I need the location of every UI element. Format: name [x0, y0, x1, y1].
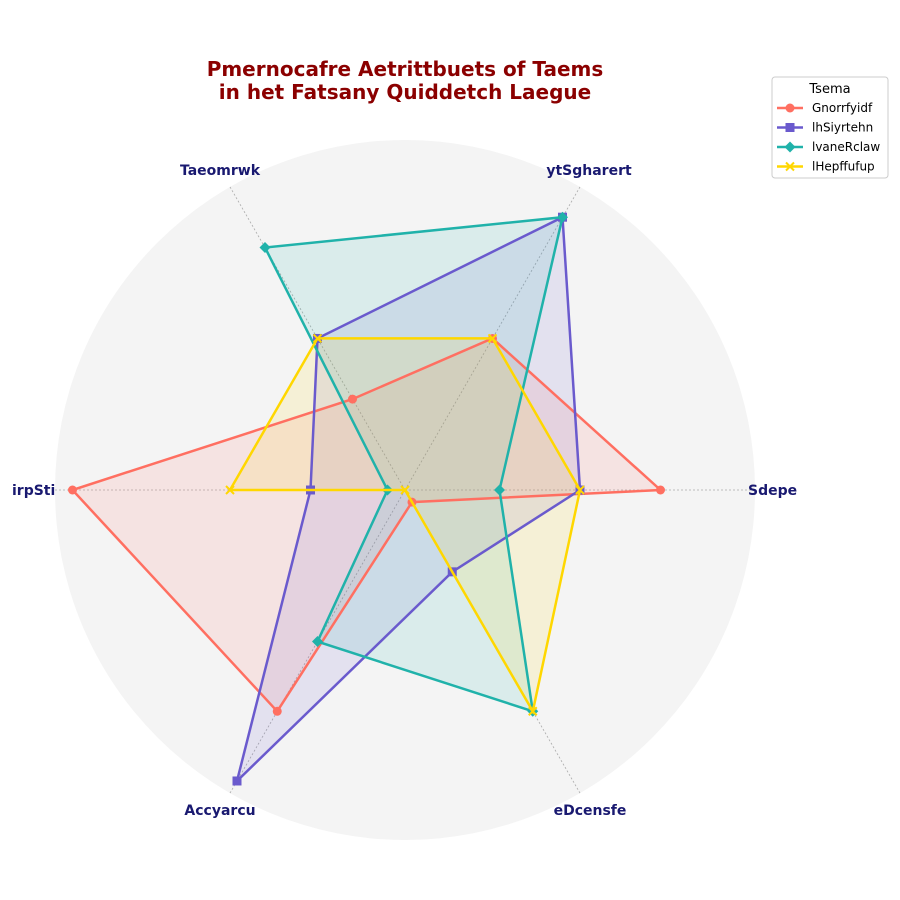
series-point-lHepffufup-irpSti: [225, 485, 235, 495]
legend-label-lhSiyrtehn: lhSiyrtehn: [812, 121, 873, 135]
legend-marker-lHepffufup: [785, 161, 795, 172]
legend-item-lHepffufup: lHepffufup: [777, 160, 875, 174]
series-point-lHepffufup-ytSgharert: [487, 333, 498, 344]
legend-item-Gnorrfyidf: Gnorrfyidf: [777, 101, 873, 115]
legend-box: [771, 76, 889, 179]
axis-label-Sdepe: Sdepe: [748, 483, 797, 499]
legend-marker-lvaneRclaw: [784, 141, 796, 153]
legend: Tsema Gnorrfyidf lhSiyrtehn lvaneRclaw lHep…: [771, 76, 889, 179]
series-point-lvaneRclaw-ytSgharert: [557, 211, 568, 223]
series-point-lHepffufup-Taeomrwk: [312, 333, 323, 344]
series-point-lHepffufup-Accyarcu: [400, 485, 410, 495]
series-layer: [68, 211, 665, 786]
legend-marker-Gnorrfyidf: [785, 103, 795, 113]
legend-items: Gnorrfyidf lhSiyrtehn lvaneRclaw lHepffufup: [777, 101, 880, 174]
legend-label-lHepffufup: lHepffufup: [812, 160, 875, 174]
legend-item-lvaneRclaw: lvaneRclaw: [777, 140, 880, 154]
chart-title-line-2: in het Fatsany Quiddetch Laegue: [219, 80, 591, 104]
series-point-Gnorrfyidf-Taeomrwk: [348, 394, 357, 404]
series-point-Gnorrfyidf-Accyarcu: [272, 706, 282, 716]
series-point-Gnorrfyidf-Sdepe: [656, 485, 665, 495]
axis-label-eDcensfe: eDcensfe: [554, 803, 627, 819]
axis-label-irpSti: irpSti: [12, 483, 55, 499]
axis-label-layer: Sdepe ytSgharert Taeomrwk irpSti Accyarcu eDc…: [12, 163, 797, 819]
axis-label-ytSgharert: ytSgharert: [546, 163, 632, 179]
chart-title-line-1: Pmernocafre Aetrittbuets of Taems: [207, 57, 604, 81]
series-point-lvaneRclaw-Accyarcu: [312, 636, 323, 648]
axis-label-Taeomrwk: Taeomrwk: [180, 163, 261, 179]
series-fill-lHepffufup: [230, 338, 580, 712]
series-point-lvaneRclaw-Taeomrwk: [259, 242, 271, 254]
series-point-lHepffufup-eDcensfe: [528, 706, 538, 716]
axis-label-Accyarcu: Accyarcu: [184, 803, 255, 819]
legend-title: Tsema: [808, 82, 850, 97]
legend-label-Gnorrfyidf: Gnorrfyidf: [812, 101, 873, 115]
series-point-lhSiyrtehn-Accyarcu: [232, 776, 242, 786]
series-point-Gnorrfyidf-irpSti: [68, 485, 77, 495]
series-point-lvaneRclaw-Sdepe: [494, 484, 505, 496]
legend-marker-lhSiyrtehn: [785, 123, 795, 132]
legend-item-lhSiyrtehn: lhSiyrtehn: [777, 121, 873, 135]
legend-label-lvaneRclaw: lvaneRclaw: [812, 140, 880, 154]
series-point-lHepffufup-Sdepe: [575, 485, 585, 495]
